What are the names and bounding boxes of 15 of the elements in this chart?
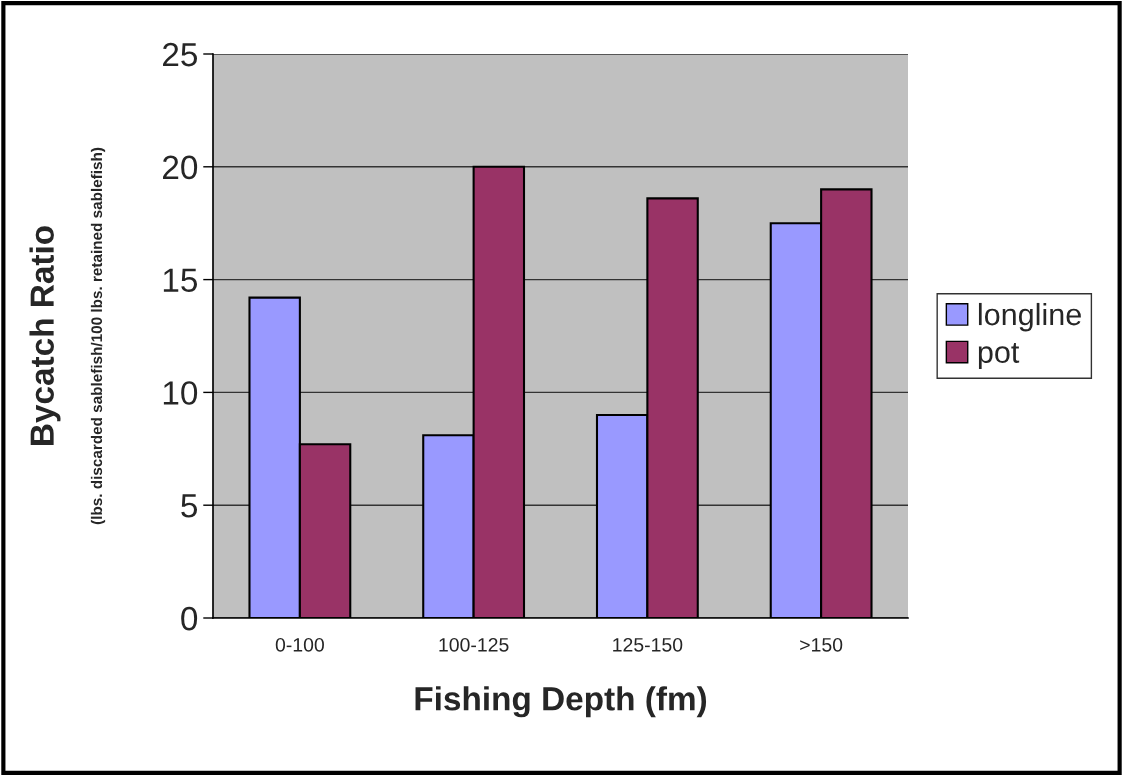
x-tick-label: 125-150 [613,637,683,652]
x-tick-label: >150 [800,637,843,652]
y-axis-title: Bycatch Ratio [29,226,61,445]
text: (lbs. discarded sablefish/100 lbs. retained sablefish) [90,147,106,525]
x-axis-title: Fishing Depth (fm) [415,686,707,718]
x-tick-label: 0-100 [275,637,324,652]
legend-label: longline [978,302,1081,332]
y-tick-label: 20 [163,155,198,180]
y-tick-label: 5 [181,494,198,518]
y-tick-label: 10 [163,381,198,405]
y-tick-label: 15 [163,268,198,293]
y-tick-label: 0 [181,606,198,631]
x-tick-label: 100-125 [439,637,509,652]
legend-label: pot [978,342,1020,370]
y-tick-label: 25 [163,42,198,67]
